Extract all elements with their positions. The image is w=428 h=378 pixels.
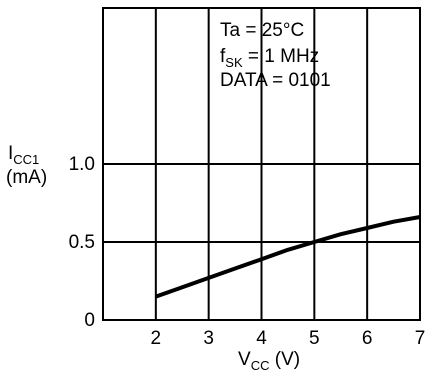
x-tick-labels: 2 3 4 5 6 7 bbox=[151, 328, 426, 349]
series-line-0 bbox=[155, 215, 421, 299]
x-axis-label-unit: (V) bbox=[269, 349, 300, 370]
x-tick-label: 7 bbox=[415, 328, 426, 349]
x-axis-label-sub: CC bbox=[251, 358, 270, 373]
annotation-frequency-rest: = 1 MHz bbox=[243, 46, 320, 67]
x-tick-label: 6 bbox=[362, 328, 373, 349]
y-axis-label-main: I bbox=[8, 143, 13, 164]
y-tick-label: 0.5 bbox=[69, 232, 95, 253]
y-axis-unit: (mA) bbox=[6, 167, 47, 188]
y-axis-label: ICC1 bbox=[8, 143, 39, 167]
series-group bbox=[155, 215, 421, 299]
x-axis-label: VCC (V) bbox=[238, 349, 300, 373]
annotation-frequency-main: f bbox=[220, 46, 226, 67]
annotation-frequency: fSK = 1 MHz bbox=[220, 46, 319, 70]
annotation-data: DATA = 0101 bbox=[220, 70, 331, 91]
x-tick-label: 5 bbox=[309, 328, 320, 349]
x-tick-label: 4 bbox=[256, 328, 267, 349]
annotation-frequency-sub: SK bbox=[225, 55, 243, 70]
y-axis-label-sub: CC1 bbox=[13, 152, 39, 167]
x-tick-label: 2 bbox=[151, 328, 162, 349]
annotation-temperature: Ta = 25°C bbox=[220, 20, 304, 41]
grid bbox=[103, 8, 420, 320]
y-tick-label: 1.0 bbox=[69, 154, 95, 175]
y-tick-label: 0 bbox=[84, 310, 95, 331]
x-tick-label: 3 bbox=[203, 328, 214, 349]
x-axis-label-main: V bbox=[238, 349, 251, 370]
y-tick-labels: 0 0.5 1.0 bbox=[69, 154, 95, 331]
